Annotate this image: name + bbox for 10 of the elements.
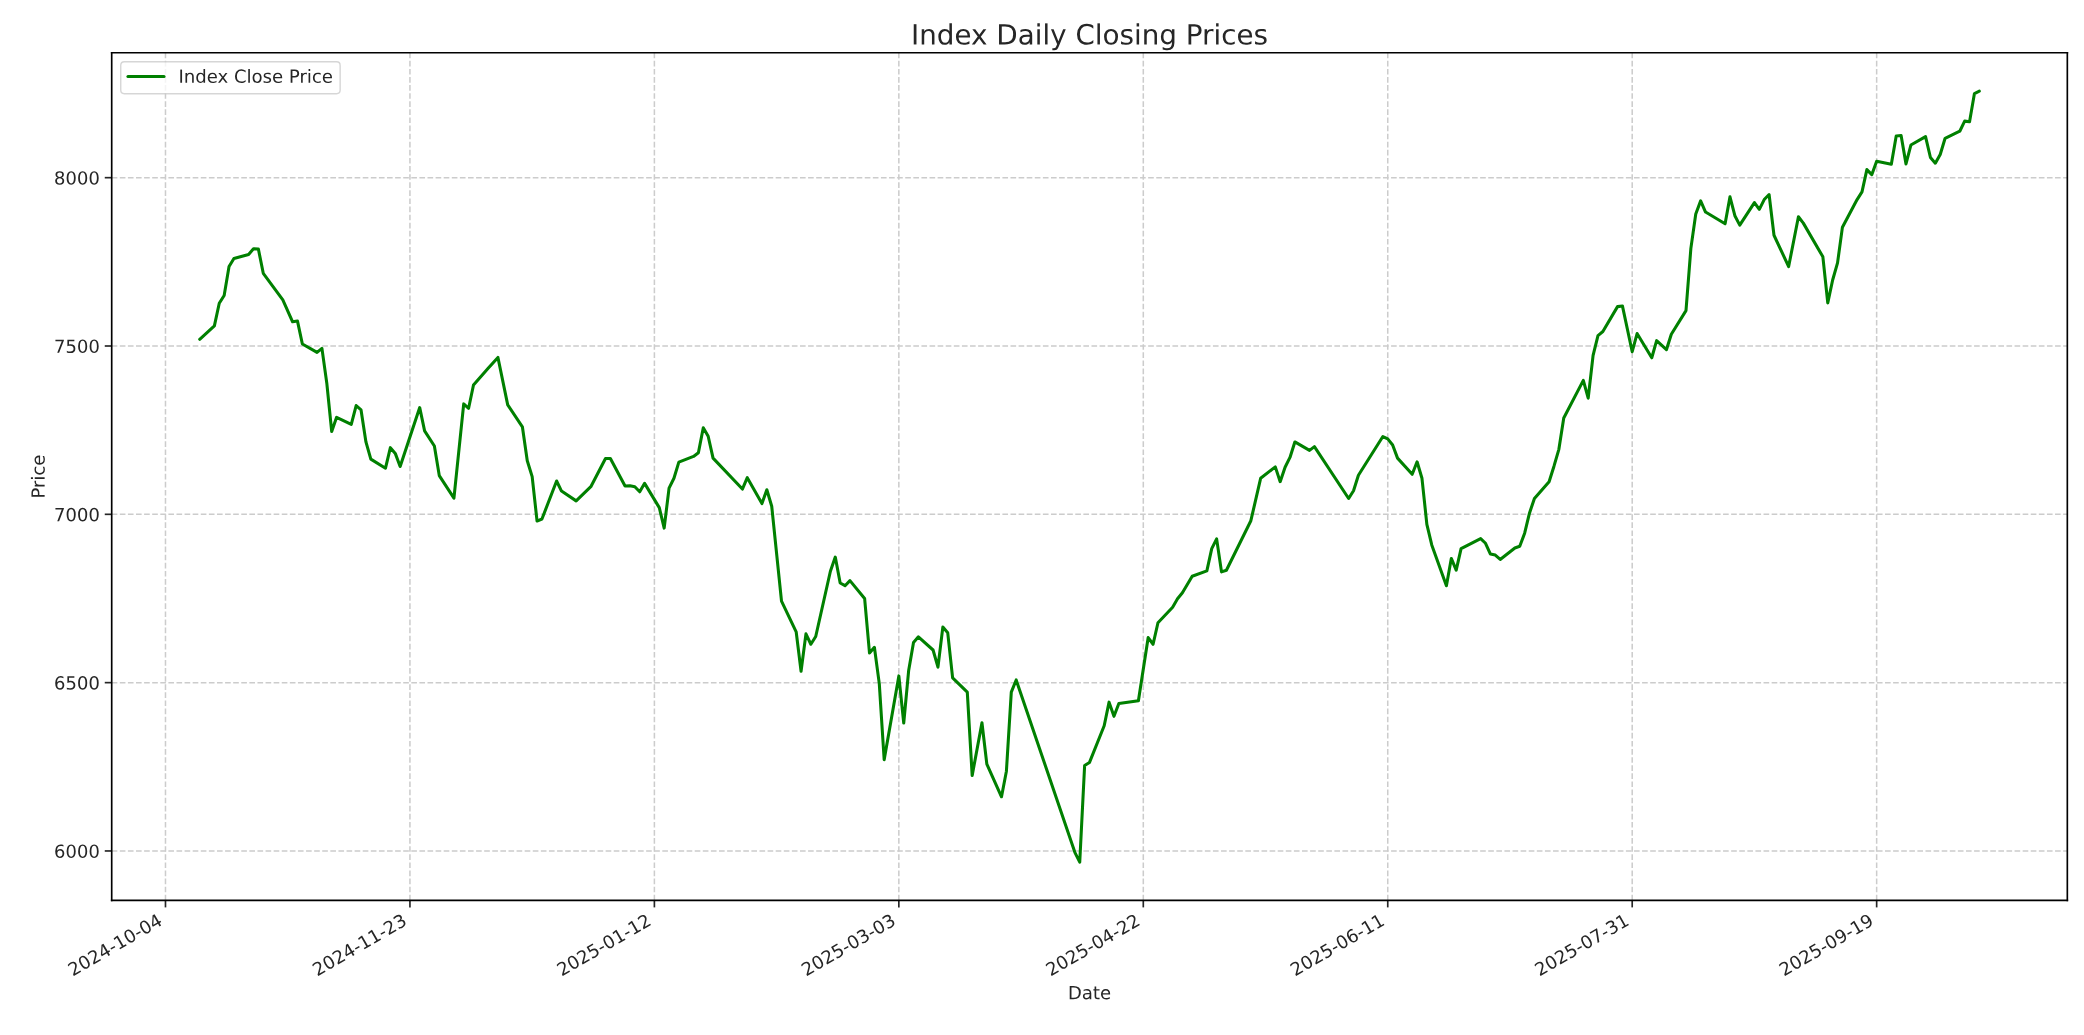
y-tick-label: 6500 [55,676,99,690]
y-tick-label: 7500 [55,339,99,354]
legend-label: Index Close Price [180,69,332,84]
y-tick-label: 7000 [55,507,99,522]
x-axis-title: Date [1069,985,1111,1000]
chart-title: Index Daily Closing Prices [913,23,1267,51]
y-tick-label: 8000 [55,171,99,185]
y-tick-label: 6000 [55,844,99,859]
line-series [198,89,1981,864]
y-axis-title: Price [30,455,45,497]
